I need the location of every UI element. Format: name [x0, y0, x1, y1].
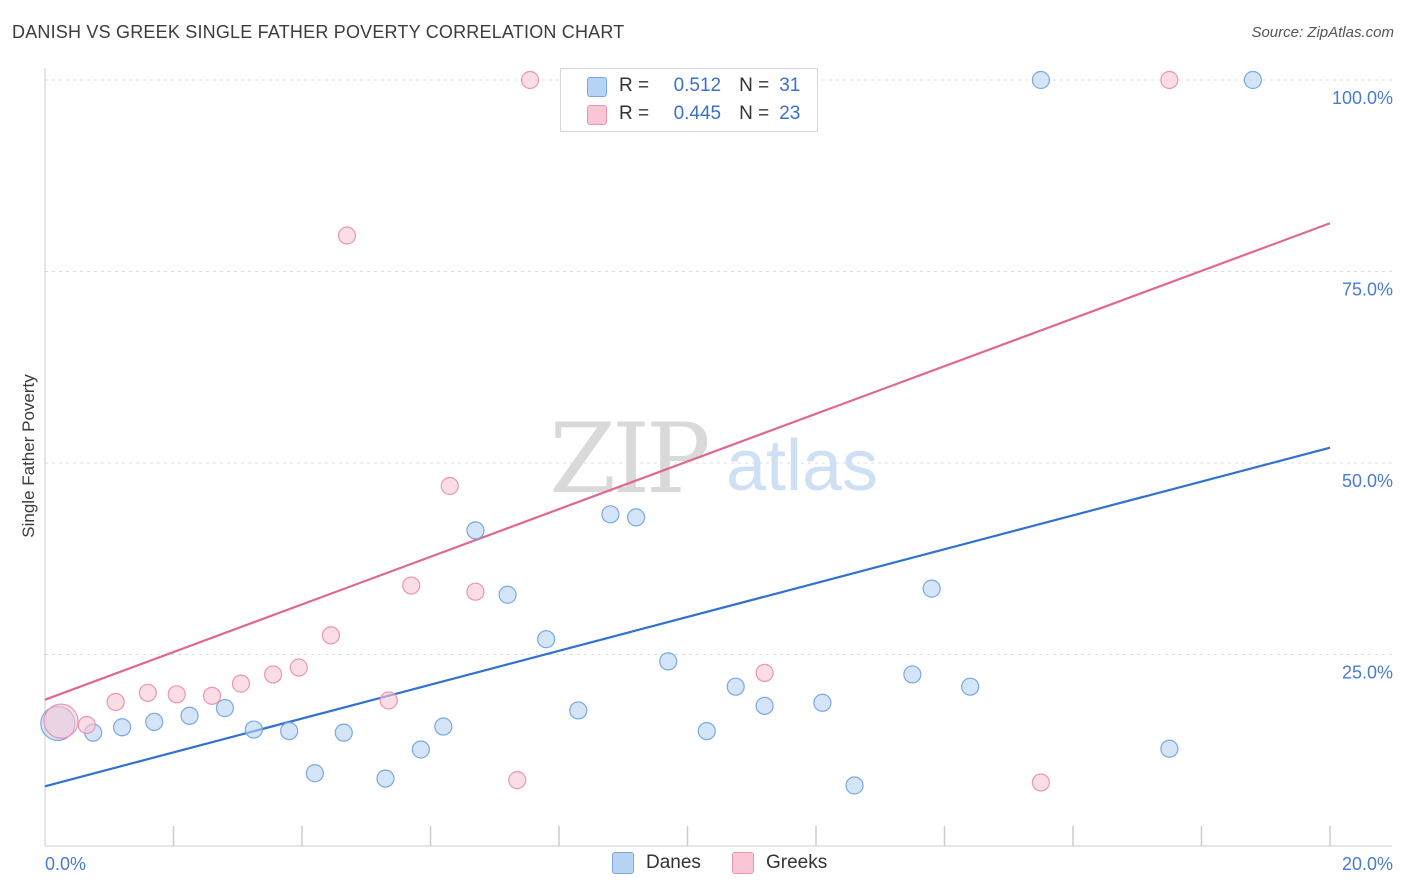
danes-point — [244, 720, 263, 739]
greeks-point — [321, 626, 341, 645]
danes-point — [726, 677, 745, 696]
greeks-point — [466, 582, 485, 601]
danes-point — [697, 721, 716, 741]
greeks-point — [755, 663, 774, 682]
danes-point — [112, 718, 132, 737]
danes-point — [1243, 70, 1263, 90]
greeks-point — [1031, 773, 1050, 792]
danes-point — [498, 585, 517, 604]
greeks-swatch — [587, 105, 607, 125]
greeks-n-value: 23 — [779, 103, 801, 124]
legend-swatch-danes — [612, 852, 634, 874]
danes-point — [215, 699, 234, 718]
danes-r-value: 0.512 — [673, 75, 722, 96]
x-tick-label: 20.0% — [1342, 854, 1393, 874]
danes-point — [1160, 739, 1179, 758]
danes-point — [569, 701, 588, 720]
danes-point — [626, 508, 646, 527]
greeks-point — [379, 691, 398, 710]
danes-point — [845, 776, 864, 795]
greeks-point — [138, 683, 157, 702]
legend-row-danes: R = 0.512 N = 31 — [619, 73, 800, 99]
legend-swatch-greeks — [732, 852, 754, 874]
greeks-point — [520, 70, 540, 90]
danes-point — [903, 665, 922, 684]
x-tick-label: 0.0% — [45, 854, 86, 874]
danes-n-label: N = — [739, 75, 770, 96]
legend-row-greeks: R = 0.445 N = 23 — [619, 101, 800, 127]
greeks-r-value: 0.445 — [673, 103, 722, 124]
danes-point — [922, 579, 941, 598]
greeks-r-label: R = — [619, 103, 650, 124]
legend-label-danes: Danes — [646, 852, 701, 873]
y-tick-label: 100.0% — [1332, 88, 1393, 108]
series-legend: Danes Greeks — [0, 852, 1406, 876]
danes-point — [305, 764, 324, 783]
watermark: ZIP atlas — [549, 403, 878, 515]
greeks-point — [263, 665, 283, 684]
watermark-atlas: atlas — [726, 426, 878, 506]
danes-point — [280, 721, 299, 741]
danes-point — [961, 677, 980, 696]
greeks-point — [202, 686, 222, 705]
danes-point — [145, 712, 164, 732]
y-tick-label: 75.0% — [1342, 280, 1393, 300]
correlation-legend: R = 0.512 N = 31 R = 0.445 N = 23 — [560, 68, 818, 132]
greeks-point — [337, 226, 357, 245]
danes-point — [659, 652, 678, 671]
legend-item-greeks[interactable]: Greeks — [732, 852, 827, 874]
data-points — [40, 70, 1263, 795]
danes-point — [466, 521, 485, 540]
chart-title: DANISH VS GREEK SINGLE FATHER POVERTY CO… — [12, 22, 625, 42]
danes-swatch — [587, 77, 607, 97]
greeks-point — [43, 703, 79, 739]
danes-point — [180, 706, 199, 725]
y-axis-label: Single Father Poverty — [19, 374, 38, 538]
danes-point — [411, 740, 430, 759]
greeks-n-label: N = — [739, 103, 770, 124]
greeks-point — [167, 685, 186, 704]
greeks-trend-line — [44, 222, 1331, 701]
greeks-point — [77, 715, 96, 735]
legend-item-danes[interactable]: Danes — [612, 852, 701, 874]
danes-n-value: 31 — [779, 75, 801, 96]
greeks-point — [289, 658, 308, 677]
danes-point — [601, 505, 620, 524]
tick-labels: 25.0% 50.0% 75.0% 100.0% 0.0% 20.0% — [45, 88, 1393, 874]
y-tick-label: 25.0% — [1342, 663, 1393, 683]
danes-point — [813, 693, 832, 712]
greeks-point — [106, 692, 125, 712]
danes-point — [434, 717, 453, 736]
danes-point — [537, 630, 556, 649]
danes-point — [1031, 70, 1050, 90]
watermark-zip: ZIP — [549, 403, 708, 515]
danes-r-label: R = — [619, 75, 650, 96]
danes-point — [334, 723, 353, 742]
greeks-point — [231, 674, 251, 693]
source-label: Source: ZipAtlas.com — [1251, 24, 1394, 41]
greeks-point — [508, 771, 527, 790]
greeks-point — [440, 476, 459, 496]
danes-point — [376, 769, 395, 788]
greeks-point — [402, 576, 421, 595]
greeks-point — [1160, 70, 1179, 90]
legend-label-greeks: Greeks — [766, 852, 828, 873]
danes-point — [755, 696, 774, 715]
y-tick-label: 50.0% — [1342, 471, 1393, 491]
grid-lines — [45, 79, 1392, 655]
